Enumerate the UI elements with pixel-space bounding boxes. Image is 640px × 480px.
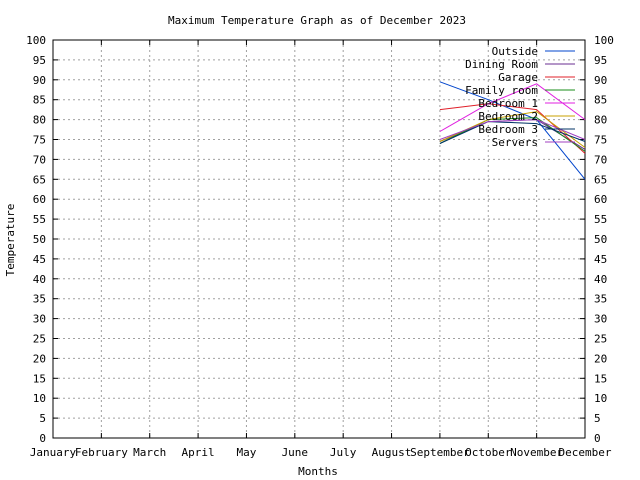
- y-tick-label: 65: [33, 173, 46, 186]
- y2-tick-label: 100: [594, 34, 614, 47]
- chart-title: Maximum Temperature Graph as of December…: [168, 14, 466, 27]
- y-tick-label: 100: [26, 34, 46, 47]
- chart-series-lines: [439, 81, 586, 180]
- x-tick-label: October: [465, 446, 512, 459]
- legend-label: Family room: [465, 84, 538, 97]
- series-line-bedroom-3: [439, 121, 586, 144]
- y2-tick-label: 40: [594, 273, 607, 286]
- x-tick-label: December: [559, 446, 612, 459]
- y-tick-label: 50: [33, 233, 46, 246]
- legend-label: Garage: [498, 71, 538, 84]
- x-tick-label: January: [30, 446, 77, 459]
- series-line-bedroom-1: [439, 83, 586, 132]
- legend-label: Dining Room: [465, 58, 538, 71]
- y-tick-label: 55: [33, 213, 46, 226]
- x-tick-label: September: [410, 446, 470, 459]
- y2-tick-label: 0: [594, 432, 601, 445]
- y-tick-label: 25: [33, 333, 46, 346]
- x-tick-label: March: [133, 446, 166, 459]
- y-tick-label: 60: [33, 193, 46, 206]
- y-tick-label: 75: [33, 134, 46, 147]
- y-tick-label: 45: [33, 253, 46, 266]
- y2-tick-label: 50: [594, 233, 607, 246]
- legend-label: Bedroom 1: [478, 97, 538, 110]
- y2-tick-label: 20: [594, 352, 607, 365]
- y-tick-label: 20: [33, 352, 46, 365]
- y-axis-label: Temperature: [4, 204, 17, 277]
- y2-tick-label: 25: [594, 333, 607, 346]
- y2-tick-label: 65: [594, 173, 607, 186]
- y2-tick-label: 55: [594, 213, 607, 226]
- y2-tick-label: 60: [594, 193, 607, 206]
- y-tick-label: 0: [39, 432, 46, 445]
- x-tick-label: May: [237, 446, 257, 459]
- y2-tick-label: 80: [594, 114, 607, 127]
- y2-tick-label: 35: [594, 293, 607, 306]
- y-tick-label: 15: [33, 372, 46, 385]
- x-tick-label: April: [182, 446, 215, 459]
- y-tick-label: 70: [33, 153, 46, 166]
- y-tick-label: 85: [33, 94, 46, 107]
- x-tick-label: July: [330, 446, 357, 459]
- y-tick-label: 95: [33, 54, 46, 67]
- x-tick-label: June: [282, 446, 309, 459]
- legend-label: Outside: [492, 45, 538, 58]
- legend-label: Servers: [492, 136, 538, 149]
- y2-tick-label: 5: [594, 412, 601, 425]
- y-tick-label: 80: [33, 114, 46, 127]
- chart-grid: [53, 40, 585, 438]
- y2-tick-label: 45: [594, 253, 607, 266]
- legend-label: Bedroom 2: [478, 110, 538, 123]
- y2-tick-label: 95: [594, 54, 607, 67]
- y-tick-label: 40: [33, 273, 46, 286]
- x-axis-label: Months: [298, 465, 338, 478]
- y2-tick-label: 85: [594, 94, 607, 107]
- y-tick-label: 30: [33, 313, 46, 326]
- y2-tick-label: 70: [594, 153, 607, 166]
- series-line-outside: [439, 81, 586, 180]
- y-tick-label: 5: [39, 412, 46, 425]
- x-tick-label: November: [510, 446, 563, 459]
- y2-tick-label: 30: [594, 313, 607, 326]
- series-line-servers: [439, 119, 586, 140]
- series-line-family-room: [439, 117, 586, 152]
- y-tick-label: 35: [33, 293, 46, 306]
- y-tick-label: 90: [33, 74, 46, 87]
- y2-tick-label: 75: [594, 134, 607, 147]
- plot-border: [52, 39, 586, 439]
- legend-label: Bedroom 3: [478, 123, 538, 136]
- x-tick-label: August: [372, 446, 412, 459]
- y2-tick-label: 15: [594, 372, 607, 385]
- y2-tick-label: 10: [594, 392, 607, 405]
- x-tick-label: February: [75, 446, 128, 459]
- series-line-garage: [439, 103, 586, 154]
- y-tick-label: 10: [33, 392, 46, 405]
- y2-tick-label: 90: [594, 74, 607, 87]
